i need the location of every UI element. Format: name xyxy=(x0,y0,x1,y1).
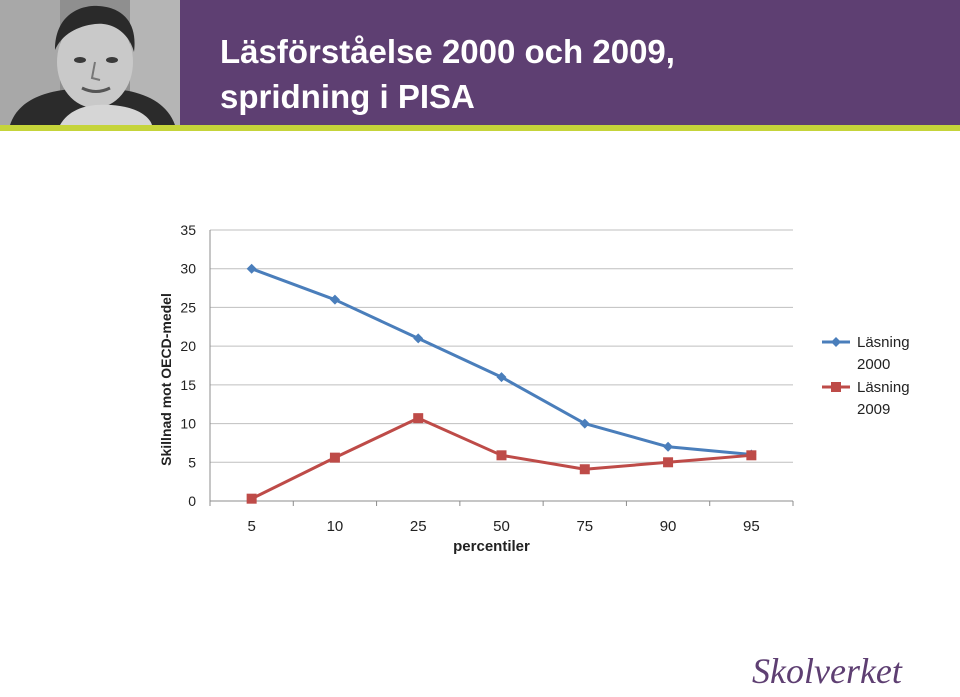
slide-title-line-1: Läsförståelse 2000 och 2009, xyxy=(220,33,675,70)
data-point xyxy=(496,450,507,461)
data-point xyxy=(663,441,674,452)
slide-title-line-2: spridning i PISA xyxy=(220,77,475,115)
legend-marker xyxy=(831,337,841,347)
x-tick-label: 75 xyxy=(576,518,593,535)
legend-item: Läsning 2000 xyxy=(822,334,910,373)
data-point xyxy=(579,418,590,429)
x-tick-label: 5 xyxy=(247,518,255,535)
legend-item: Läsning 2009 xyxy=(822,379,910,418)
y-tick-label: 10 xyxy=(180,416,196,432)
y-tick-label: 35 xyxy=(180,222,196,238)
y-tick-label: 25 xyxy=(180,299,196,315)
data-point xyxy=(246,493,257,504)
y-tick-label: 15 xyxy=(180,377,196,393)
y-tick-label: 0 xyxy=(188,493,196,509)
data-point xyxy=(496,372,507,383)
slide-title: Läsförståelse 2000 och 2009, spridning i… xyxy=(220,30,675,119)
legend-label: Läsning 2000 xyxy=(857,334,910,373)
data-point xyxy=(329,452,340,463)
header-stripe xyxy=(0,125,960,131)
data-point xyxy=(663,457,674,468)
y-tick-label: 5 xyxy=(188,454,196,470)
y-axis-title: Skillnad mot OECD-medel xyxy=(158,293,174,466)
legend-label-part: Läsning xyxy=(857,379,910,396)
data-point xyxy=(329,294,340,305)
data-point xyxy=(413,413,424,424)
x-tick-label: 50 xyxy=(493,518,510,535)
data-point xyxy=(579,464,590,475)
data-point xyxy=(413,333,424,344)
x-tick-label: 25 xyxy=(410,518,427,535)
legend-marker xyxy=(831,382,841,392)
y-tick-label: 30 xyxy=(180,261,196,277)
legend-label-part: Läsning xyxy=(857,334,910,351)
x-tick-label: 10 xyxy=(327,518,344,535)
series-lasning-2009 xyxy=(246,413,757,504)
x-tick-label: 95 xyxy=(743,518,760,535)
data-point xyxy=(746,450,757,461)
x-axis-title: percentiler xyxy=(453,538,530,555)
data-point xyxy=(246,263,257,274)
series-lasning-2000 xyxy=(246,263,757,460)
legend-label-part: 2009 xyxy=(857,401,890,418)
skolverket-logo: Skolverket xyxy=(752,651,902,691)
legend-label-part: 2000 xyxy=(857,356,890,373)
y-tick-label: 20 xyxy=(180,338,196,354)
series-line xyxy=(251,267,752,457)
legend-label: Läsning 2009 xyxy=(857,379,910,418)
presenter-photo xyxy=(0,0,180,125)
x-tick-label: 90 xyxy=(660,518,677,535)
